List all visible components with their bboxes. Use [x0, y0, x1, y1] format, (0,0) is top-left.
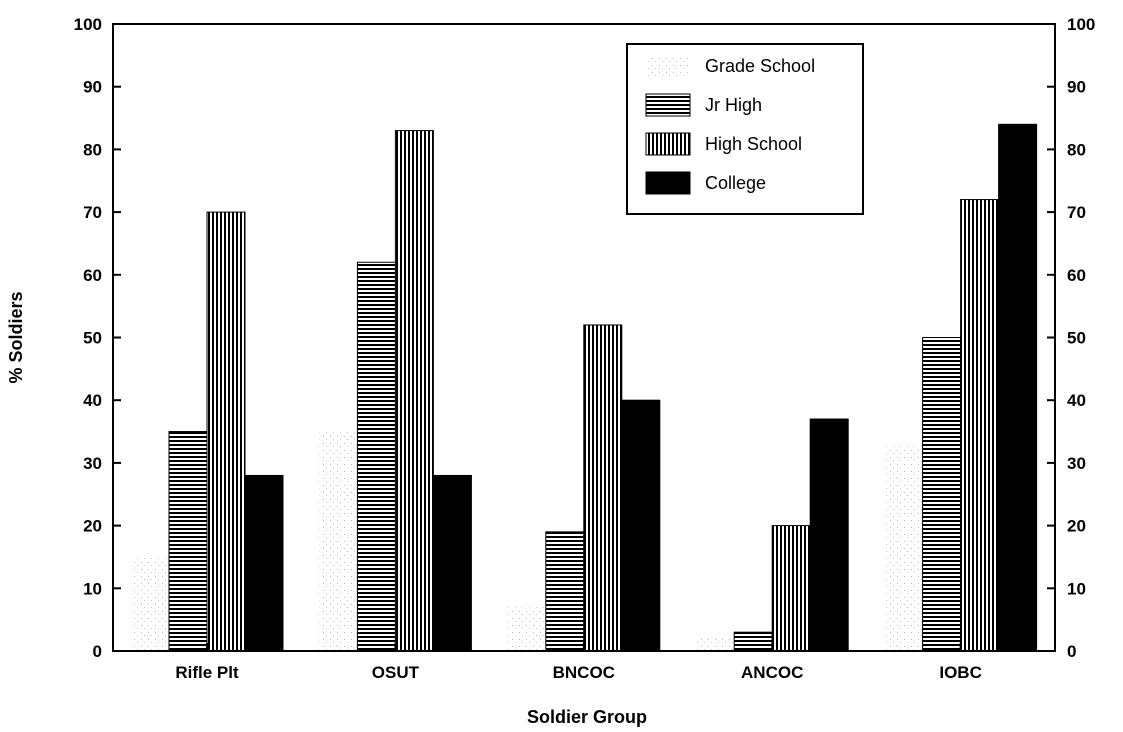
y-tick-label-right: 20	[1067, 517, 1086, 536]
bars-layer	[131, 123, 1038, 652]
legend-swatch-college	[645, 171, 691, 195]
bar-high-school-bncoc	[583, 324, 623, 652]
legend-label-college: College	[705, 173, 766, 193]
x-tick-label: ANCOC	[741, 663, 803, 682]
bar-jr-high-iobc	[922, 337, 962, 652]
bar-high-school-osut	[394, 130, 434, 652]
bar-jr-high-rifle-plt	[168, 431, 208, 652]
y-tick-label-right: 0	[1067, 642, 1076, 661]
y-tick-label-left: 0	[93, 642, 102, 661]
legend-label-high-school: High School	[705, 134, 802, 154]
bar-grade-school-bncoc	[507, 607, 546, 651]
legend-label-jr-high: Jr High	[705, 95, 762, 115]
bar-college-iobc	[998, 123, 1038, 652]
bar-grade-school-iobc	[884, 444, 923, 651]
bar-college-ancoc	[809, 418, 849, 652]
bar-high-school-ancoc	[771, 525, 811, 652]
y-tick-label-left: 90	[83, 78, 102, 97]
bar-jr-high-ancoc	[733, 631, 773, 652]
y-tick-label-left: 20	[83, 517, 102, 536]
y-tick-label-right: 70	[1067, 203, 1086, 222]
y-tick-label-right: 90	[1067, 78, 1086, 97]
y-tick-label-right: 50	[1067, 329, 1086, 348]
legend: Grade School Jr High High School College	[626, 43, 864, 215]
bar-jr-high-osut	[356, 261, 396, 652]
bar-college-rifle-plt	[244, 474, 284, 652]
y-tick-label-right: 60	[1067, 266, 1086, 285]
y-tick-label-right: 10	[1067, 579, 1086, 598]
bar-grade-school-osut	[319, 431, 358, 651]
y-tick-label-left: 40	[83, 391, 102, 410]
legend-swatch-high-school	[645, 132, 691, 156]
x-tick-label: IOBC	[939, 663, 982, 682]
legend-swatch-jr-high	[645, 93, 691, 117]
y-tick-label-right: 40	[1067, 391, 1086, 410]
legend-swatch-grade-school	[646, 55, 690, 77]
y-tick-label-left: 50	[83, 329, 102, 348]
bar-college-bncoc	[621, 399, 661, 652]
y-tick-label-right: 80	[1067, 140, 1086, 159]
y-tick-label-left: 30	[83, 454, 102, 473]
bar-high-school-rifle-plt	[206, 211, 246, 652]
bar-high-school-iobc	[960, 199, 1000, 652]
y-tick-label-left: 100	[74, 15, 102, 34]
x-tick-label: Rifle Plt	[175, 663, 239, 682]
y-tick-label-left: 70	[83, 203, 102, 222]
axis-ticks: 0 0 10 10 20 20 30 30 40 40 50 50 60 60 70 70 80 80 90 90 10…	[74, 15, 1096, 682]
y-tick-label-right: 30	[1067, 454, 1086, 473]
x-tick-label: BNCOC	[553, 663, 615, 682]
bar-jr-high-bncoc	[545, 531, 585, 652]
x-tick-label: OSUT	[372, 663, 420, 682]
legend-label-grade-school: Grade School	[705, 56, 815, 76]
y-tick-label-left: 10	[83, 579, 102, 598]
bar-grade-school-rifle-plt	[131, 556, 169, 651]
y-axis-label: % Soldiers	[6, 291, 26, 383]
y-tick-label-right: 100	[1067, 15, 1095, 34]
x-axis-label: Soldier Group	[527, 707, 647, 727]
y-tick-label-left: 80	[83, 140, 102, 159]
bar-grade-school-ancoc	[696, 638, 735, 651]
y-tick-label-left: 60	[83, 266, 102, 285]
bar-college-osut	[432, 474, 472, 652]
